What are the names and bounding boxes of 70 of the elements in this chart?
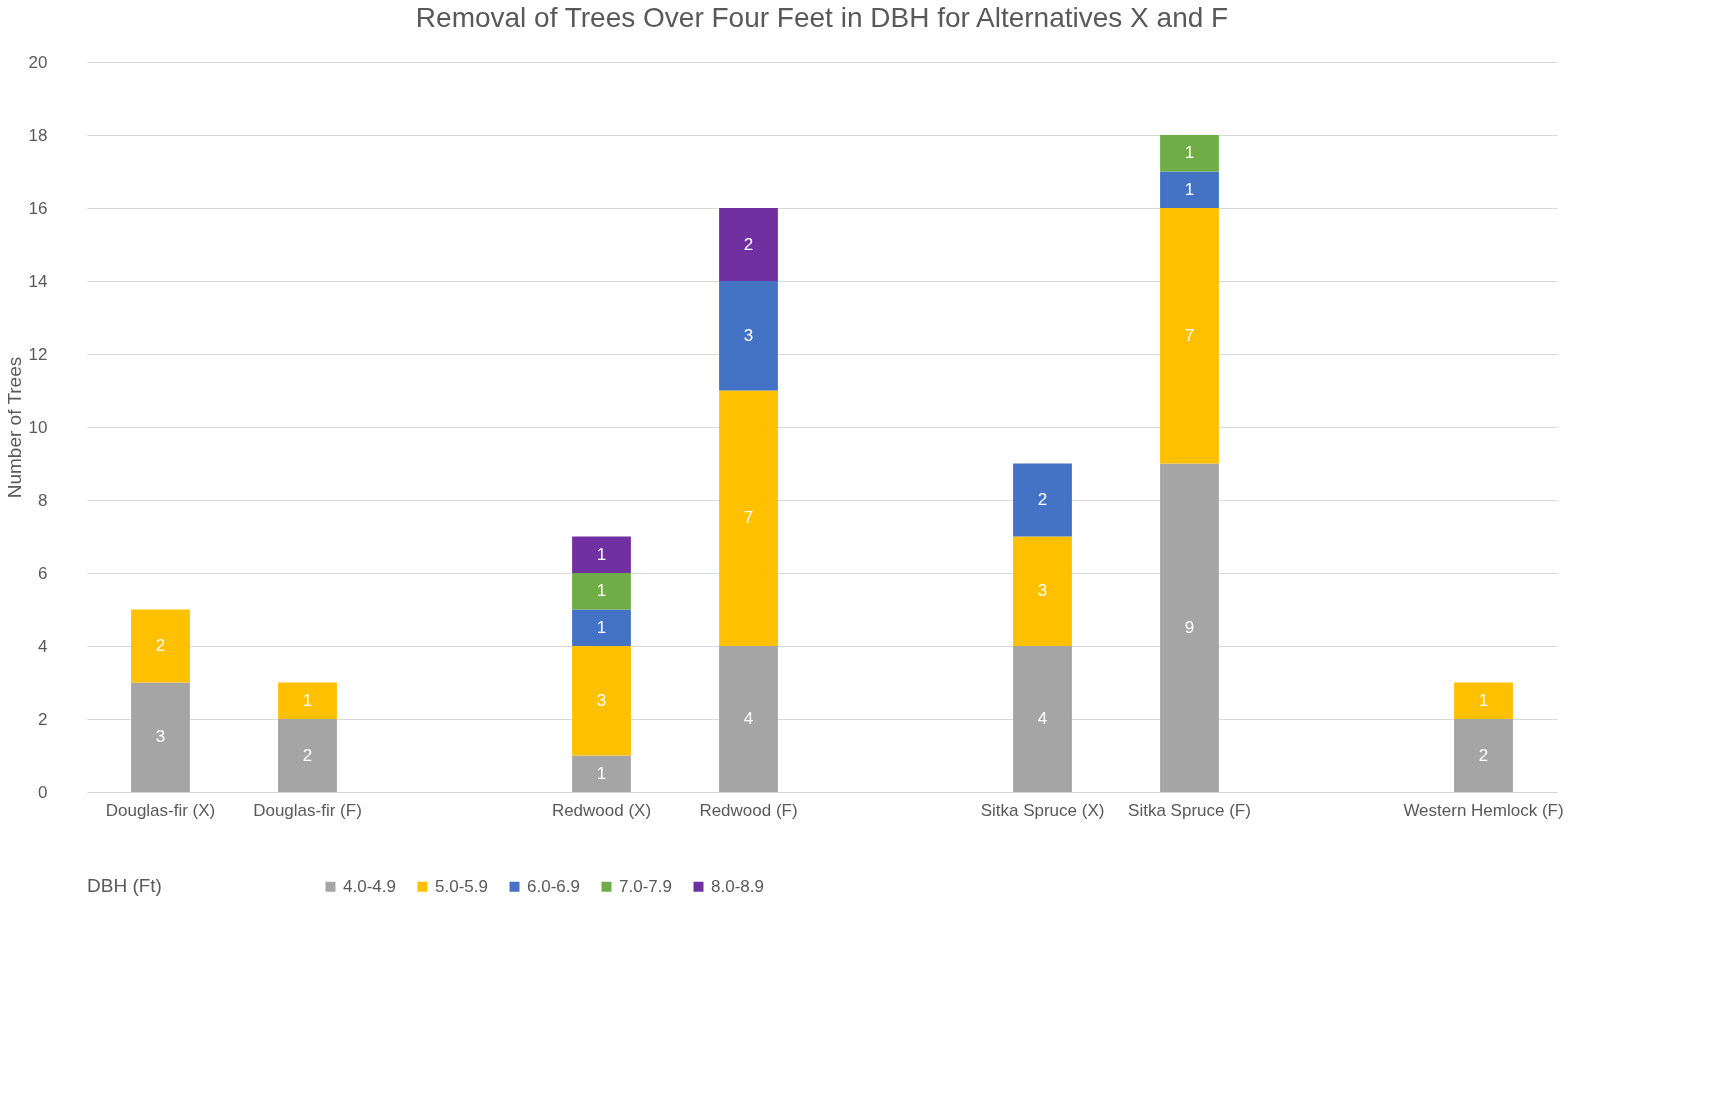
data-label: 1 xyxy=(1184,143,1195,163)
data-label: 9 xyxy=(1184,617,1195,637)
bar xyxy=(1013,536,1072,646)
bar xyxy=(719,208,778,281)
bar xyxy=(1013,463,1072,537)
y-tick-label: 2 xyxy=(38,709,48,729)
bar xyxy=(1160,135,1219,172)
bar xyxy=(1160,463,1219,792)
bar xyxy=(131,682,190,792)
y-tick-label: 4 xyxy=(38,636,48,656)
bar xyxy=(572,609,631,646)
data-label: 1 xyxy=(1478,690,1489,710)
bar xyxy=(719,646,778,792)
x-tick-label: Redwood (F) xyxy=(699,800,798,820)
data-label: 7 xyxy=(743,508,754,528)
y-tick-label: 18 xyxy=(28,125,48,145)
data-label: 3 xyxy=(1037,581,1048,601)
data-label: 2 xyxy=(1478,745,1489,765)
x-tick-label: Redwood (X) xyxy=(551,800,652,820)
data-label: 2 xyxy=(302,745,313,765)
bar xyxy=(572,755,631,792)
data-label: 3 xyxy=(596,690,607,710)
y-tick-label: 0 xyxy=(38,782,48,802)
y-tick-label: 12 xyxy=(28,344,48,364)
y-axis-title: Number of Trees xyxy=(3,356,25,499)
x-tick-label: Sitka Spruce (X) xyxy=(980,800,1105,820)
bar xyxy=(1454,719,1513,792)
x-tick-label: Douglas-fir (F) xyxy=(253,800,362,820)
data-label: 1 xyxy=(302,690,313,710)
bar xyxy=(1160,208,1219,464)
legend-label: 5.0-5.9 xyxy=(435,876,488,896)
data-label: 1 xyxy=(596,763,607,783)
legend-label: 7.0-7.9 xyxy=(619,876,672,896)
data-label: 2 xyxy=(743,234,754,254)
chart-title: Removal of Trees Over Four Feet in DBH for Alternatives X and F xyxy=(415,2,1229,33)
bar xyxy=(719,281,778,391)
legend-label: 6.0-6.9 xyxy=(527,876,580,896)
bar xyxy=(131,609,190,683)
x-tick-label: Western Hemlock (F) xyxy=(1403,800,1564,820)
data-label: 3 xyxy=(155,727,166,747)
y-tick-label: 8 xyxy=(38,490,48,510)
bar xyxy=(278,682,337,719)
y-tick-label: 20 xyxy=(28,52,48,72)
bar xyxy=(1454,682,1513,719)
data-label: 2 xyxy=(155,636,166,655)
legend-label: 4.0-4.9 xyxy=(343,876,396,896)
x-tick-label: Douglas-fir (X) xyxy=(105,800,216,820)
bar xyxy=(1013,646,1072,792)
bar xyxy=(572,536,631,573)
data-label: 1 xyxy=(596,617,607,637)
bar xyxy=(572,573,631,610)
bar xyxy=(278,719,337,792)
legend-label: 8.0-8.9 xyxy=(711,876,764,896)
data-label: 2 xyxy=(1037,490,1048,509)
y-tick-label: 14 xyxy=(28,271,48,291)
data-label: 3 xyxy=(743,325,754,345)
y-tick-label: 16 xyxy=(28,198,48,218)
y-tick-label: 10 xyxy=(28,417,48,437)
data-label: 1 xyxy=(596,581,607,601)
bar xyxy=(1160,171,1219,208)
legend-title: DBH (Ft) xyxy=(87,875,162,896)
data-label: 1 xyxy=(596,544,607,564)
data-label: 4 xyxy=(1037,709,1048,728)
y-tick-label: 6 xyxy=(38,563,48,583)
data-label: 1 xyxy=(1184,179,1195,199)
bar xyxy=(719,390,778,646)
data-label: 7 xyxy=(1184,325,1195,345)
x-tick-label: Sitka Spruce (F) xyxy=(1128,800,1251,820)
bar xyxy=(572,646,631,756)
data-label: 4 xyxy=(743,709,754,728)
